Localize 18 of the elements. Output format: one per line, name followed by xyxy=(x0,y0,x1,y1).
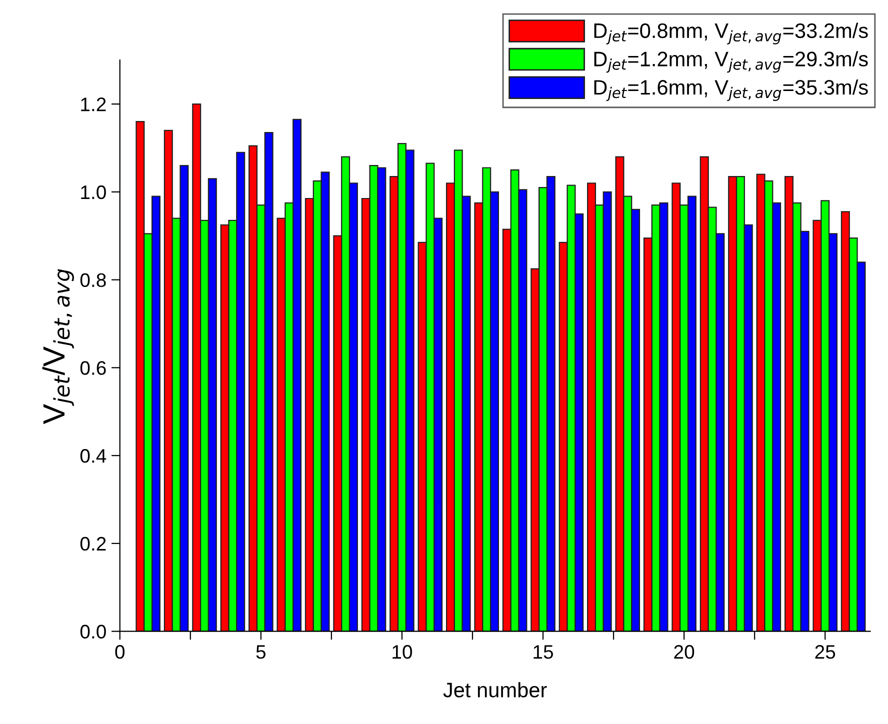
legend-label: D$_{jet}$=1.2mm, V$_{jet,avg}$=29.3m/s xyxy=(594,51,868,73)
x-tick-label: 20 xyxy=(674,645,694,659)
y-tick-label: 0.0 xyxy=(80,624,106,639)
y-tick-label: 0.8 xyxy=(80,273,106,288)
y-tick-label: 0.2 xyxy=(80,536,106,551)
x-tick-label: 15 xyxy=(534,645,554,659)
y-axis-title: V$_{jet}$/V$_{jet,avg}$ xyxy=(42,269,74,424)
y-tick-label: 1.2 xyxy=(81,98,106,112)
legend-label: D$_{jet}$=1.6mm, V$_{jet,avg}$=35.3m/s xyxy=(594,79,868,101)
x-tick-label: 5 xyxy=(256,645,266,659)
x-tick-label: 10 xyxy=(392,645,412,659)
y-tick-label: 1.0 xyxy=(81,185,106,200)
x-tick-label: 0 xyxy=(115,645,125,659)
x-tick-label: 25 xyxy=(815,645,836,659)
x-axis-title: Jet number xyxy=(443,682,547,698)
y-tick-label: 0.6 xyxy=(80,361,106,375)
y-tick-label: 0.4 xyxy=(80,449,106,463)
legend-label: D$_{jet}$=0.8mm, V$_{jet,avg}$=33.2m/s xyxy=(594,22,868,44)
